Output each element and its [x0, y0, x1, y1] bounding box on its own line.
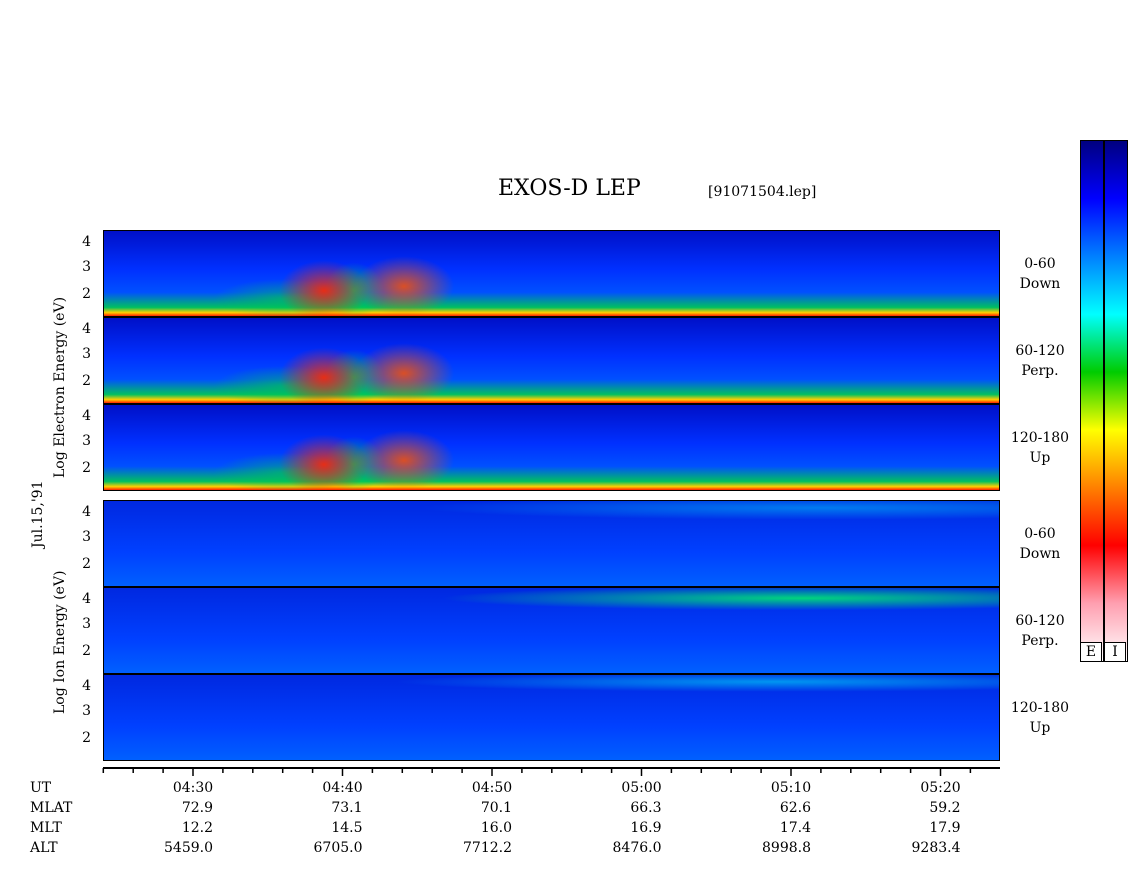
ephemeris-alt-value: 6705.0: [313, 840, 363, 856]
ephemeris-mlt-value: 16.0: [480, 820, 512, 836]
ephemeris-row-label: MLAT: [30, 800, 73, 816]
spectrogram-panel-4: [103, 500, 1000, 587]
panel-pitch-label: 60-120 Perp.: [1005, 611, 1075, 651]
ephemeris-mlat-value: 72.9: [181, 800, 213, 816]
panel-direction: Down: [1019, 276, 1061, 292]
ephemeris-mlt-value: 14.5: [331, 820, 363, 836]
panel-pitch: 60-120: [1015, 343, 1065, 359]
ephemeris-row-label: UT: [30, 780, 52, 796]
panel-pitch-label: 0-60 Down: [1005, 254, 1075, 294]
panel-direction: Perp.: [1021, 633, 1059, 649]
ephemeris-mlat-value: 62.6: [779, 800, 811, 816]
file-label: [91071504.lep]: [708, 184, 817, 200]
ephemeris-alt-value: 7712.2: [463, 840, 512, 856]
x-tick-label: 04:30: [172, 780, 214, 796]
y-tick-label: 3: [82, 433, 91, 449]
y-tick-label: 4: [82, 678, 91, 694]
x-tick-label: 05:20: [920, 780, 961, 796]
ephemeris-mlat-value: 59.2: [929, 800, 961, 816]
panel-pitch-label: 0-60 Down: [1005, 524, 1075, 564]
y-tick-label: 4: [82, 591, 91, 607]
y-tick-label: 4: [82, 234, 91, 250]
y-tick-label: 3: [82, 703, 91, 719]
ephemeris-row-label: ALT: [30, 840, 58, 856]
y-tick-label: 2: [82, 643, 91, 659]
colorbar-ion: [1104, 140, 1128, 662]
ephemeris-mlt-value: 17.4: [779, 820, 811, 836]
panel-pitch-label: 120-180 Up: [1005, 428, 1075, 468]
spectrogram-panel-1: [103, 230, 1000, 317]
ephemeris-mlat-value: 66.3: [630, 800, 662, 816]
panel-pitch: 0-60: [1024, 256, 1056, 272]
panel-direction: Up: [1029, 450, 1051, 466]
y-tick-label: 2: [82, 373, 91, 389]
panel-pitch: 120-180: [1010, 430, 1070, 446]
colorbar-electron: [1080, 140, 1104, 662]
ephemeris-mlt-value: 16.9: [630, 820, 662, 836]
ephemeris-alt-value: 8476.0: [612, 840, 662, 856]
x-tick-label: 04:50: [471, 780, 513, 796]
x-tick-label: 04:40: [322, 780, 363, 796]
x-tick-label: 05:00: [621, 780, 662, 796]
y-tick-label: 2: [82, 460, 91, 476]
y-tick-label: 3: [82, 616, 91, 632]
y-tick-label: 3: [82, 259, 91, 275]
y-tick-label: 2: [82, 730, 91, 746]
y-tick-label: 4: [82, 321, 91, 337]
ephemeris-alt-value: 5459.0: [164, 840, 213, 856]
chart-title: EXOS-D LEP: [498, 176, 641, 201]
spectrogram-panel-6: [103, 674, 1000, 761]
colorbar-label-i: I: [1104, 642, 1126, 662]
ephemeris-mlt-value: 12.2: [181, 820, 213, 836]
panel-direction: Down: [1019, 546, 1061, 562]
ephemeris-mlat-value: 70.1: [480, 800, 512, 816]
panel-pitch-label: 120-180 Up: [1005, 698, 1075, 738]
ephemeris-alt-value: 9283.4: [911, 840, 961, 856]
y-tick-label: 4: [82, 408, 91, 424]
panel-pitch: 0-60: [1024, 526, 1056, 542]
spectrogram-panel-2: [103, 317, 1000, 404]
panel-pitch-label: 60-120 Perp.: [1005, 341, 1075, 381]
spectrogram-panel-3: [103, 404, 1000, 491]
y-tick-label: 2: [82, 286, 91, 302]
ephemeris-alt-value: 8998.8: [762, 840, 811, 856]
y-tick-label: 3: [82, 529, 91, 545]
y-tick-label: 4: [82, 504, 91, 520]
ephemeris-row-label: MLT: [30, 820, 62, 836]
panel-direction: Perp.: [1021, 363, 1059, 379]
spectrogram-panel-5: [103, 587, 1000, 674]
panel-pitch: 120-180: [1010, 700, 1070, 716]
y-tick-label: 3: [82, 346, 91, 362]
colorbar-label-e: E: [1080, 642, 1102, 662]
x-tick-label: 05:10: [770, 780, 812, 796]
ephemeris-mlt-value: 17.9: [929, 820, 961, 836]
panel-direction: Up: [1029, 720, 1051, 736]
ephemeris-mlat-value: 73.1: [331, 800, 363, 816]
panel-pitch: 60-120: [1015, 613, 1065, 629]
y-tick-label: 2: [82, 556, 91, 572]
